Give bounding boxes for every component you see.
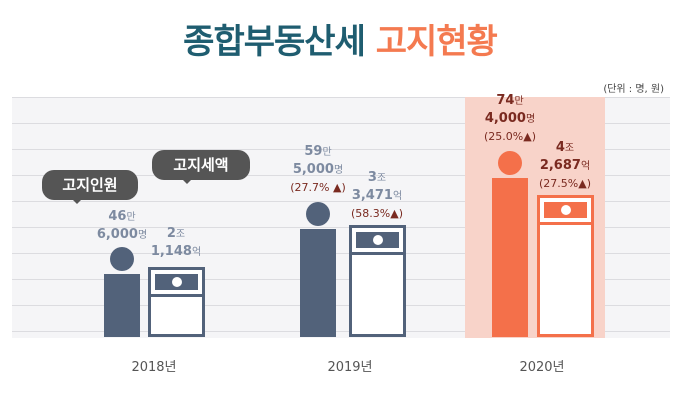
year-label: 2018년 (131, 360, 177, 375)
tax-change: (58.3%▲) (351, 207, 403, 221)
banknote-icon (155, 273, 198, 290)
title-part2: 고지현황 (375, 22, 498, 62)
gridline (12, 227, 670, 228)
gridline (12, 201, 670, 202)
gridline (12, 123, 670, 124)
person-head-icon (306, 202, 330, 227)
tax-change: (27.5%▲) (539, 176, 591, 190)
unit-label: (단위 : 명, 원) (603, 84, 664, 95)
money-stack-bar (349, 225, 406, 337)
money-stack-bar (148, 266, 205, 337)
gridline (12, 97, 670, 98)
people-bar (300, 229, 336, 337)
people-bar (492, 177, 528, 337)
gridline (12, 305, 670, 306)
gridline (12, 279, 670, 280)
banknote-icon (356, 232, 399, 249)
gridline (12, 175, 670, 176)
money-stack-bar (537, 194, 594, 337)
people-value-label: 46만 6,000명 (96, 209, 148, 243)
tax-value-label: 3조 3,471억 (58.3%▲) (351, 170, 403, 221)
year-label: 2019년 (327, 360, 373, 375)
people-value-label: 59만 5,000명 (27.7% ▲) (290, 144, 346, 195)
tax-value-label: 2조 1,148억 (150, 225, 202, 259)
legend-bubble-people: 고지인원 (42, 170, 138, 204)
title-part1: 종합부동산세 (183, 22, 366, 62)
gridline (12, 253, 670, 254)
people-change: (25.0%▲) (484, 129, 536, 143)
person-head-icon (110, 247, 134, 272)
legend-bubble-tax: 고지세액 (152, 150, 250, 184)
chart-title: 종합부동산세 고지현황 (0, 14, 680, 63)
people-bar (104, 274, 140, 337)
year-label: 2020년 (519, 360, 565, 375)
people-value-label: 74만 4,000명 (25.0%▲) (484, 92, 536, 143)
gridline (12, 331, 670, 332)
banknote-icon (544, 201, 587, 218)
tax-value-label: 4조 2,687억 (27.5%▲) (539, 139, 591, 190)
people-change: (27.7% ▲) (290, 181, 346, 195)
person-head-icon (498, 150, 522, 175)
gridline (12, 149, 670, 150)
